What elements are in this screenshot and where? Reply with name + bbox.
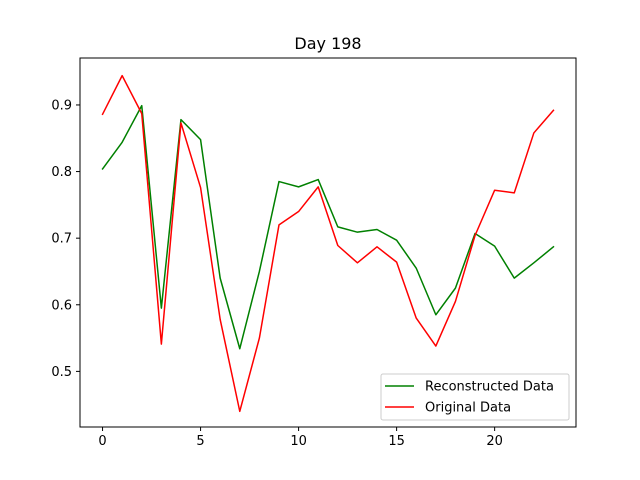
x-tick-label: 20 <box>486 434 503 449</box>
series-line-1 <box>101 104 555 350</box>
legend-box <box>380 373 570 421</box>
y-tick-label: 0.8 <box>51 165 72 180</box>
y-tick-label: 0.9 <box>51 98 72 113</box>
x-tick-label: 5 <box>196 434 204 449</box>
x-tick-label: 10 <box>290 434 307 449</box>
legend-label-2: Original Data <box>425 401 511 416</box>
plot-area: 0 5 10 15 20 0.5 0.6 0.7 0.8 0.9 <box>51 57 577 449</box>
x-tick-label: 15 <box>388 434 405 449</box>
chart-title: Day 198 <box>294 34 361 53</box>
legend: Reconstructed Data Original Data <box>380 373 570 421</box>
y-tick-label: 0.6 <box>51 298 72 313</box>
x-tick-label: 0 <box>98 434 106 449</box>
series-line-2 <box>101 74 555 413</box>
y-tick-label: 0.7 <box>51 232 72 247</box>
axes-frame <box>79 57 577 428</box>
y-tick-label: 0.5 <box>51 365 72 380</box>
legend-label-1: Reconstructed Data <box>425 380 554 395</box>
